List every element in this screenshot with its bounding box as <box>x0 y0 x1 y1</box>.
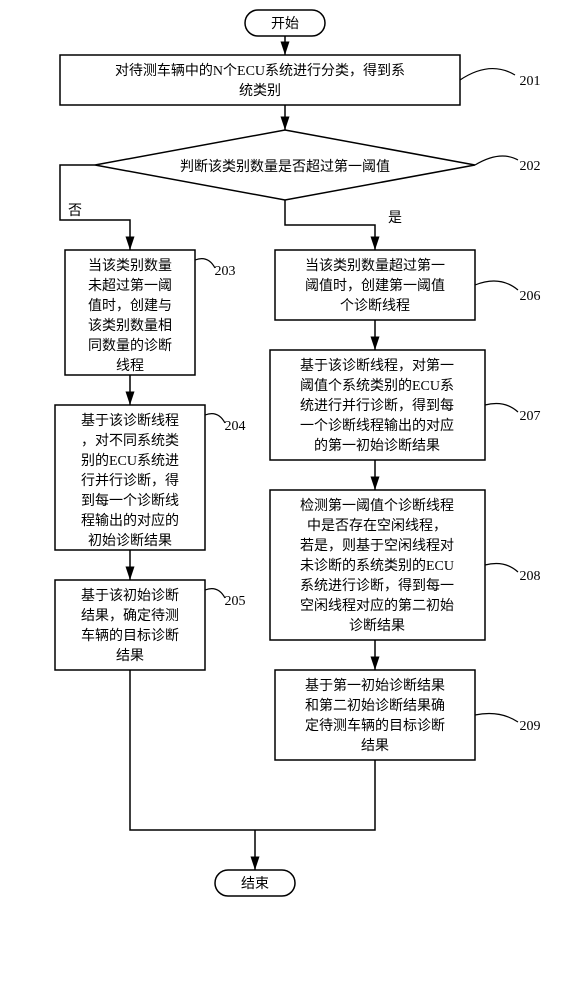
svg-text:程输出的对应的: 程输出的对应的 <box>81 512 179 529</box>
start-node: 开始 <box>245 10 325 36</box>
svg-text:阈值时，创建第一阈值: 阈值时，创建第一阈值 <box>305 277 445 294</box>
svg-text:的第一初始诊断结果: 的第一初始诊断结果 <box>314 437 440 454</box>
svg-text:空闲线程对应的第二初始: 空闲线程对应的第二初始 <box>300 597 454 614</box>
ref-209: 209 <box>520 719 541 734</box>
svg-text:中是否存在空闲线程，: 中是否存在空闲线程， <box>307 518 447 534</box>
svg-text:结果: 结果 <box>361 738 389 754</box>
node-204: 基于该诊断线程 ，对不同系统类 别的ECU系统进 行并行诊断，得 到每一个诊断线… <box>55 405 205 550</box>
svg-text:诊断结果: 诊断结果 <box>349 618 405 634</box>
svg-text:基于该初始诊断: 基于该初始诊断 <box>81 587 179 604</box>
svg-text:定待测车辆的目标诊断: 定待测车辆的目标诊断 <box>305 717 445 734</box>
svg-text:个诊断线程: 个诊断线程 <box>340 298 410 314</box>
ref-205: 205 <box>225 594 246 609</box>
node-208: 检测第一阈值个诊断线程 中是否存在空闲线程， 若是，则基于空闲线程对 未诊断的系… <box>270 490 485 640</box>
ref-203: 203 <box>215 264 236 279</box>
ref-204: 204 <box>225 419 246 434</box>
svg-text:，对不同系统类: ，对不同系统类 <box>81 433 179 449</box>
start-label: 开始 <box>271 16 299 32</box>
svg-text:车辆的目标诊断: 车辆的目标诊断 <box>81 627 179 644</box>
svg-text:系统进行诊断，得到每一: 系统进行诊断，得到每一 <box>300 577 454 594</box>
svg-text:到每一个诊断线: 到每一个诊断线 <box>81 493 179 509</box>
svg-text:统进行并行诊断，得到每: 统进行并行诊断，得到每 <box>300 397 454 414</box>
svg-text:阈值个系统类别的ECU系: 阈值个系统类别的ECU系 <box>300 378 454 394</box>
node-202: 判断该类别数量是否超过第一阈值 <box>95 130 475 200</box>
svg-text:行并行诊断，得: 行并行诊断，得 <box>81 472 179 489</box>
svg-text:值时，创建与: 值时，创建与 <box>88 298 172 314</box>
svg-text:线程: 线程 <box>116 358 144 374</box>
svg-text:若是，则基于空闲线程对: 若是，则基于空闲线程对 <box>300 537 454 554</box>
svg-text:基于第一初始诊断结果: 基于第一初始诊断结果 <box>305 677 445 694</box>
node-209: 基于第一初始诊断结果 和第二初始诊断结果确 定待测车辆的目标诊断 结果 <box>275 670 475 760</box>
flowchart-svg: 开始 对待测车辆中的N个ECU系统进行分类，得到系 统类别 201 判断该类别数… <box>0 0 576 1000</box>
end-node: 结束 <box>215 870 295 896</box>
node-207: 基于该诊断线程，对第一 阈值个系统类别的ECU系 统进行并行诊断，得到每 一个诊… <box>270 350 485 460</box>
svg-text:初始诊断结果: 初始诊断结果 <box>88 532 172 549</box>
end-label: 结束 <box>241 876 269 892</box>
node-205: 基于该初始诊断 结果，确定待测 车辆的目标诊断 结果 <box>55 580 205 670</box>
svg-text:和第二初始诊断结果确: 和第二初始诊断结果确 <box>305 697 445 714</box>
svg-text:该类别数量相: 该类别数量相 <box>88 318 172 334</box>
svg-text:统类别: 统类别 <box>239 83 281 99</box>
svg-text:别的ECU系统进: 别的ECU系统进 <box>81 453 179 469</box>
svg-text:检测第一阈值个诊断线程: 检测第一阈值个诊断线程 <box>300 497 454 514</box>
ref-201: 201 <box>520 74 541 89</box>
ref-207: 207 <box>520 409 541 424</box>
node-203: 当该类别数量 未超过第一阈 值时，创建与 该类别数量相 同数量的诊断 线程 <box>65 250 195 375</box>
node-201: 对待测车辆中的N个ECU系统进行分类，得到系 统类别 <box>60 55 460 105</box>
svg-text:结果: 结果 <box>116 648 144 664</box>
svg-text:基于该诊断线程，对第一: 基于该诊断线程，对第一 <box>300 357 454 374</box>
svg-text:判断该类别数量是否超过第一阈值: 判断该类别数量是否超过第一阈值 <box>180 158 390 175</box>
svg-text:当该类别数量: 当该类别数量 <box>88 258 172 274</box>
svg-text:当该类别数量超过第一: 当该类别数量超过第一 <box>305 257 445 274</box>
ref-208: 208 <box>520 569 541 584</box>
svg-text:未诊断的系统类别的ECU: 未诊断的系统类别的ECU <box>300 558 454 574</box>
svg-text:未超过第一阈: 未超过第一阈 <box>88 277 172 294</box>
svg-text:对待测车辆中的N个ECU系统进行分类，得到系: 对待测车辆中的N个ECU系统进行分类，得到系 <box>115 62 405 79</box>
edge-yes: 是 <box>388 211 402 226</box>
svg-text:一个诊断线程输出的对应: 一个诊断线程输出的对应 <box>300 417 454 434</box>
ref-206: 206 <box>520 289 541 304</box>
svg-text:结果，确定待测: 结果，确定待测 <box>81 608 179 624</box>
node-206: 当该类别数量超过第一 阈值时，创建第一阈值 个诊断线程 <box>275 250 475 320</box>
edge-no: 否 <box>68 204 82 219</box>
svg-text:同数量的诊断: 同数量的诊断 <box>88 338 172 354</box>
svg-text:基于该诊断线程: 基于该诊断线程 <box>81 412 179 429</box>
ref-202: 202 <box>520 159 541 174</box>
